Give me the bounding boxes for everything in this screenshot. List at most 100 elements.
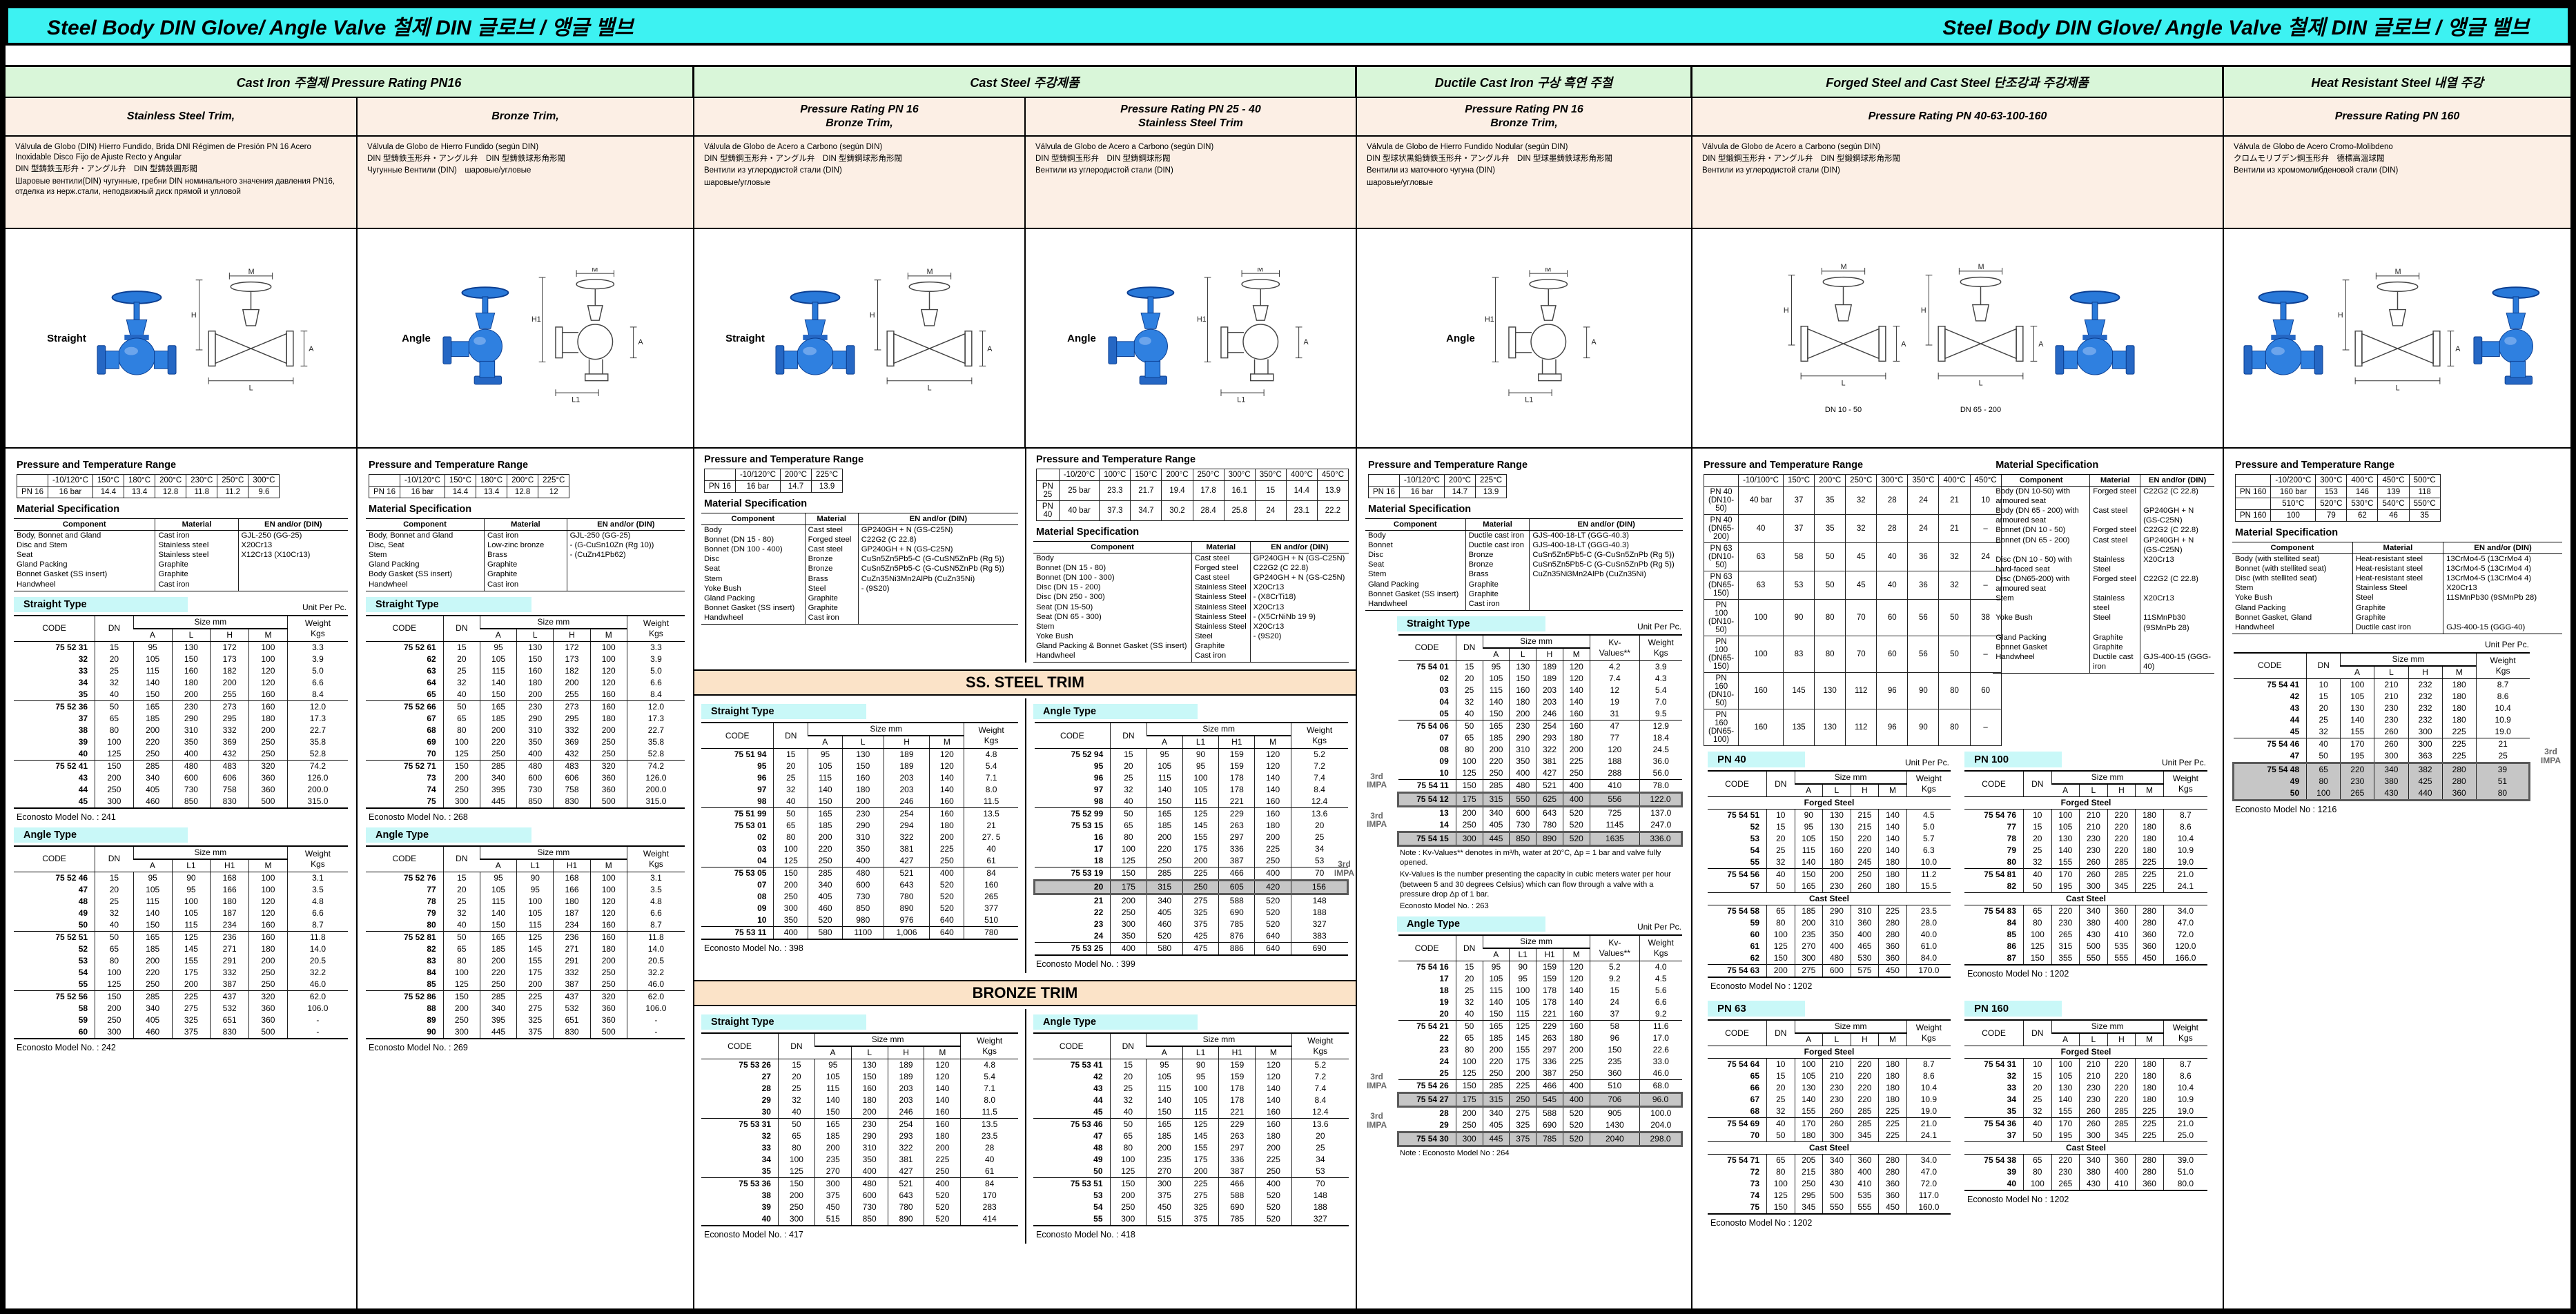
cell: 150 [1110, 867, 1147, 881]
cell: 320 [248, 759, 288, 772]
cell: 360 [1878, 1178, 1907, 1190]
material-table: Component Material EN and/or (DIN) Body (DN… [1993, 474, 2214, 674]
cell: Ductile cast iron [2352, 622, 2443, 634]
cell: 510 [964, 914, 1018, 927]
cell: 13.9 [810, 480, 843, 493]
cell: 291 [553, 954, 591, 967]
description-line: DIN 型鋳鋼玉形弁 DIN 型鋳鋼球形閥 [1035, 155, 1171, 164]
cell: 100.0 [1639, 1106, 1682, 1120]
cell: 100 [1794, 1058, 1823, 1070]
description-line: Válvula de Globo de Hierro Fundido (segú… [367, 143, 539, 151]
cell: 150 [1482, 1008, 1510, 1021]
table-row: 67 25 140 230 220 180 10.9 [1708, 1094, 1951, 1106]
cell: 32 [1110, 784, 1147, 796]
header-cell: Component [1033, 541, 1192, 553]
cell: Graphite [1191, 640, 1251, 651]
ss-steel-trim-banner: SS. STEEL TRIM [694, 669, 1356, 696]
description-line: Вентили из хромомолибденовой стали (DIN) [2234, 166, 2399, 175]
header-cell: 500°C [2408, 474, 2441, 487]
header-cell: 300°C [1223, 469, 1256, 481]
cell: 65 [2023, 1154, 2052, 1166]
cell: 75 52 61 [366, 640, 444, 654]
cell: 100 [2023, 929, 2052, 941]
table-row: 22 65 185 145 263 180 96 17.0 [1398, 1032, 1682, 1045]
cell: 95 [133, 640, 173, 654]
description-line: Válvula de Globo de Acero a Carbono (seg… [704, 143, 883, 151]
cell: 270 [1794, 941, 1823, 952]
cell: 53 [1782, 571, 1815, 600]
cell: 381 [1536, 755, 1563, 767]
table-title: PN 160 [1964, 1001, 2062, 1017]
cell: 75 54 48 [2232, 761, 2307, 776]
cell: 53 [1291, 1166, 1349, 1178]
cell: 61 [960, 1166, 1018, 1178]
cell: 200 [589, 724, 627, 736]
pressure-temperature-table: -10/120°C 200°C 225°C PN 16 16 bar 14.7 13.9 [704, 469, 843, 493]
cell: 160 [1255, 1106, 1292, 1119]
cell: C22G2 (C 22.8) [1249, 563, 1349, 573]
cell: 159 [1536, 961, 1563, 974]
table-title: PN 63 [1708, 1001, 1805, 1017]
cell: 35 [1814, 514, 1846, 543]
svg-text:H: H [1921, 306, 1926, 315]
cell: 100 [248, 640, 288, 654]
cell: 189 [883, 761, 930, 773]
cell: 65 [2023, 905, 2052, 917]
cell: 25 [1439, 1068, 1449, 1079]
cell: Bonnet (DN 100 - 300) [1036, 573, 1115, 582]
cell: 140 [1878, 809, 1907, 821]
header-cell: 300°C [248, 474, 280, 487]
cell: 25 [1110, 772, 1147, 785]
cell: 160 [516, 665, 554, 677]
table-row: 67 65 185 290 295 180 17.3 [366, 712, 685, 725]
cell: 28.4 [1192, 500, 1224, 521]
table-row: 75 52 66 50 165 230 273 160 12.0 [366, 700, 685, 713]
description-cast-iron-ss: Válvula de Globo (DIN) Hierro Fundido, B… [6, 137, 358, 228]
cell: 34 [1290, 843, 1348, 856]
header-cell: L1 [1509, 948, 1536, 962]
cell: 327 [1291, 1213, 1349, 1227]
cell: 36.0 [1639, 755, 1682, 767]
impa-badge: 3rd IMPA [1367, 810, 1387, 830]
cell: 440 [2408, 787, 2443, 801]
table-row: Seat (DN 15-50) Stainless Steel X20Cr13 [1033, 602, 1349, 612]
cell: 230 [841, 807, 884, 821]
cell: 126.0 [286, 772, 348, 784]
cell: Disc (DN65-200) with armoured seat [1996, 574, 2070, 594]
cell: 7.2 [1290, 761, 1348, 773]
cell: 180 [2135, 809, 2164, 821]
table-row: PN 16 16 bar 14.7 13.9 [1368, 486, 1507, 498]
header-cell: Kv- Values** [1589, 634, 1640, 661]
table-row: 52 65 185 145 271 180 14.0 [14, 943, 348, 955]
angle-valve-photo [2472, 286, 2539, 384]
valve-art [2054, 285, 2136, 392]
cell: PN 25 [1036, 480, 1060, 501]
cell: 315 [2051, 941, 2080, 952]
cell: 40 [1110, 796, 1147, 808]
description-line: DIN 型鋳鋼玉形弁・アングル弁 DIN 型鋳鋼球形角形閥 [704, 155, 903, 164]
cell: 225 [1878, 1117, 1907, 1130]
cell: 580 [1146, 942, 1183, 957]
cell: 520 [808, 914, 843, 927]
cell: 905 [1589, 1106, 1640, 1120]
cell: 120.0 [2163, 941, 2207, 952]
header-cell: DN [1455, 934, 1483, 962]
table-row: PN 160 100 79 62 46 35 [2234, 509, 2441, 522]
section-label: Cast Steel [1708, 892, 1951, 905]
cell: 25 [2306, 714, 2341, 726]
svg-text:H: H [191, 311, 197, 320]
cell: 15 [1110, 748, 1147, 761]
cell: Handwheel [1993, 651, 2090, 674]
bronze-straight-type-table: Straight Type CODE DN Size mm Weight Kgs A L H M… [701, 1014, 1018, 1239]
cell: 203 [883, 784, 930, 796]
cell: 150 [516, 653, 554, 665]
cell: 643 [887, 1190, 924, 1202]
cell: 61.0 [1906, 941, 1951, 952]
table-row: 75 53 05 150 285 480 521 400 84 [701, 867, 1018, 880]
cell: 830 [553, 1026, 591, 1039]
cell: 13.6 [1291, 1118, 1349, 1131]
cell: 54 [1093, 1202, 1103, 1213]
cell: 180 [1562, 732, 1590, 744]
cell: 236 [210, 930, 249, 943]
